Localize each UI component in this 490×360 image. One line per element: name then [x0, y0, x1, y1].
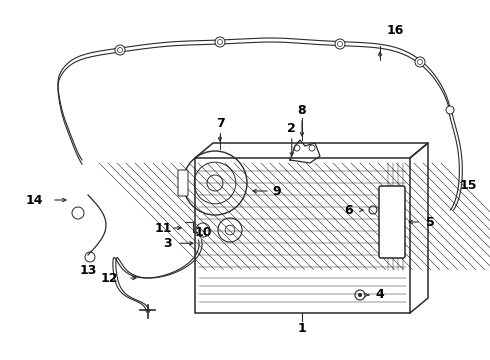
- Text: 7: 7: [216, 117, 224, 130]
- Text: 13: 13: [79, 264, 97, 276]
- Circle shape: [446, 106, 454, 114]
- Text: 3: 3: [163, 237, 172, 250]
- Text: 16: 16: [387, 23, 404, 36]
- Text: 6: 6: [344, 203, 353, 216]
- Text: 11: 11: [154, 221, 172, 234]
- Text: 8: 8: [298, 104, 306, 117]
- Text: 10: 10: [195, 225, 212, 239]
- FancyBboxPatch shape: [379, 186, 405, 258]
- Circle shape: [358, 293, 362, 297]
- Text: 4: 4: [376, 288, 384, 302]
- Circle shape: [115, 45, 125, 55]
- Text: 2: 2: [287, 122, 296, 135]
- Text: 5: 5: [426, 216, 434, 229]
- Circle shape: [335, 39, 345, 49]
- Text: 15: 15: [459, 179, 477, 192]
- Text: 1: 1: [297, 323, 306, 336]
- Text: 14: 14: [25, 194, 43, 207]
- Circle shape: [415, 57, 425, 67]
- FancyBboxPatch shape: [178, 170, 188, 196]
- Circle shape: [215, 37, 225, 47]
- Text: 12: 12: [100, 271, 118, 284]
- Text: 9: 9: [273, 185, 281, 198]
